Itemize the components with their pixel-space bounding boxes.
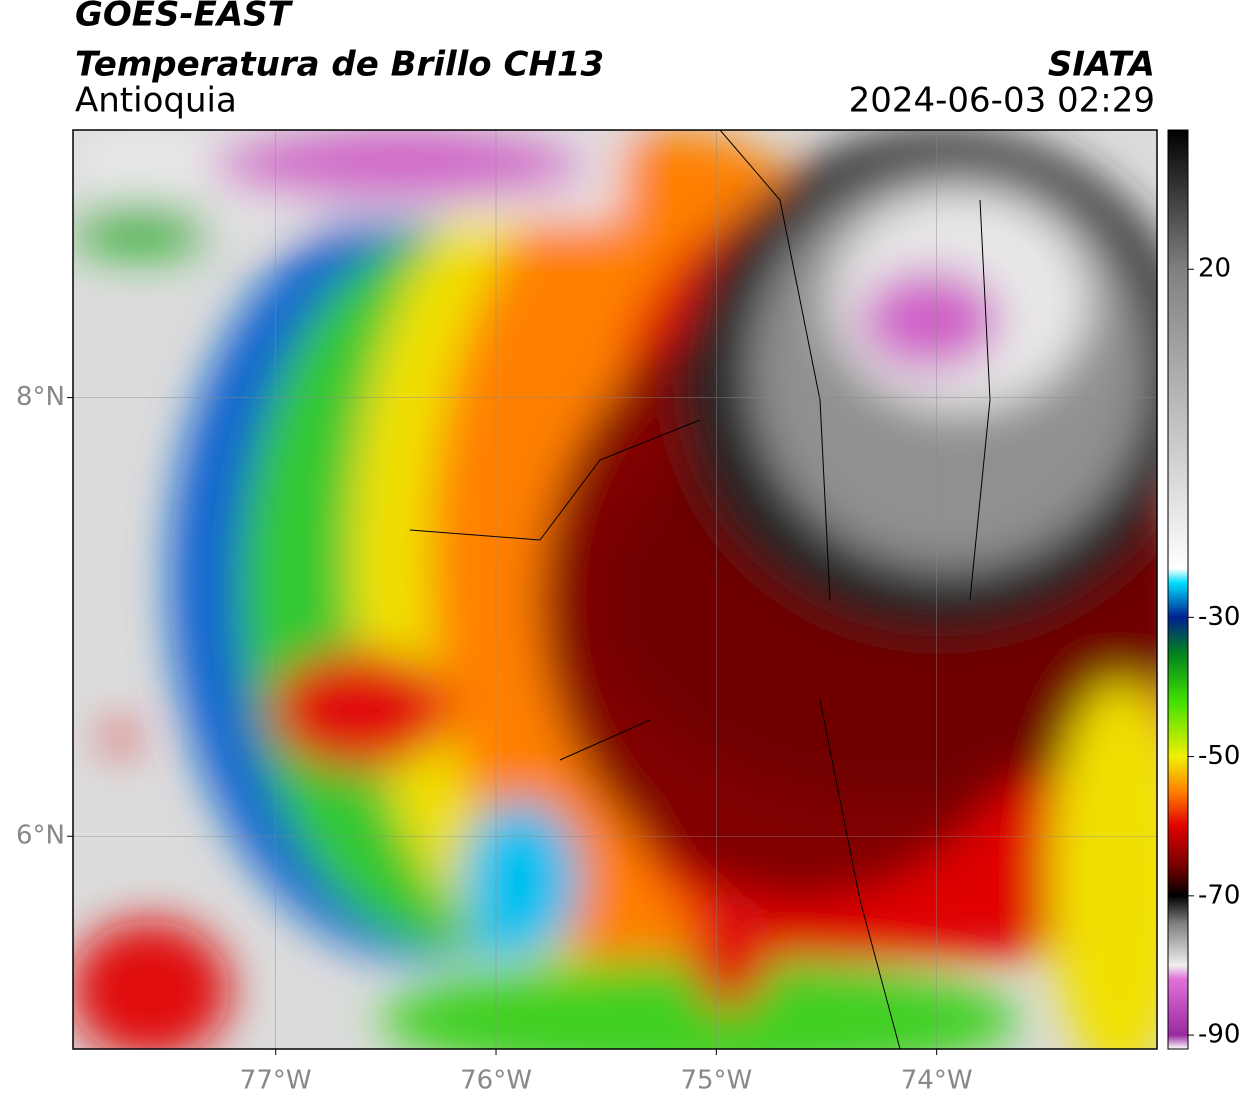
x-tick-label: 77°W	[240, 1066, 312, 1096]
map-frame	[72, 129, 1158, 1050]
x-tick-label: 76°W	[460, 1066, 532, 1096]
colorbar-tick-label: -70	[1198, 880, 1240, 910]
colorbar-tick-label: -90	[1198, 1020, 1240, 1050]
colorbar-tick-label: -30	[1198, 602, 1240, 632]
colorbar-tick-label: -50	[1198, 741, 1240, 771]
x-tick-label: 74°W	[901, 1066, 973, 1096]
region: Antioquia	[75, 81, 237, 121]
satellite-image	[73, 130, 1157, 1049]
x-tick-label: 75°W	[680, 1066, 752, 1096]
subtitle: Temperatura de Brillo CH13	[75, 45, 604, 85]
title: GOES-EAST	[75, 0, 294, 35]
graticule	[73, 130, 1157, 1049]
source: SIATA	[1048, 45, 1155, 85]
colorbar	[1167, 129, 1189, 1050]
y-tick-label: 8°N	[16, 382, 65, 412]
colorbar-tick-label: 20	[1198, 254, 1231, 284]
datetime: 2024-06-03 02:29	[849, 81, 1155, 121]
y-tick-label: 6°N	[16, 821, 65, 851]
